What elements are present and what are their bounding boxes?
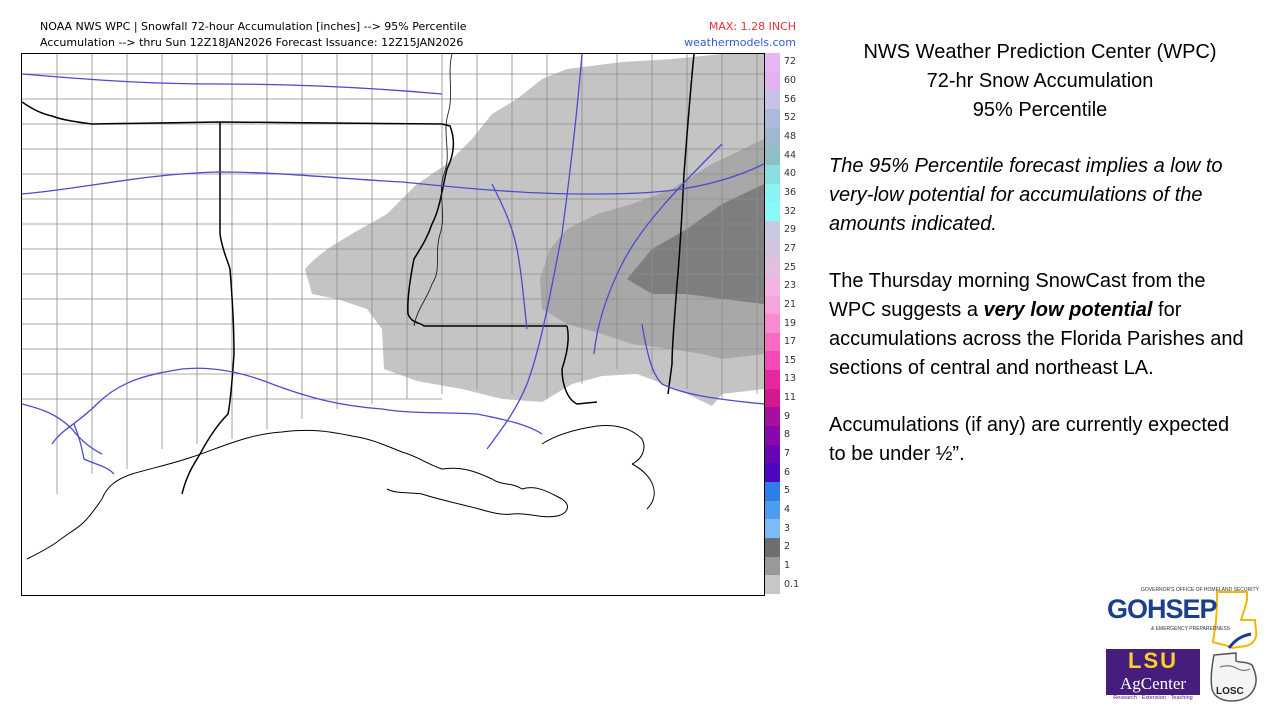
colorbar-label: 2 xyxy=(784,541,791,553)
agcenter-tagline: Research · Extension · Teaching xyxy=(1113,695,1193,701)
colorbar-legend: 72 60 56 52 48 44 40 36 32 29 27 25 23 21 19 17 15 13 11 9 8… xyxy=(765,53,801,595)
snowcast-emphasis: very low potential xyxy=(983,299,1153,321)
map-title-line2: Accumulation --> thru Sun 12Z18JAN2026 F… xyxy=(40,36,464,49)
rivers xyxy=(413,54,453,327)
snowcast-text-a: The Thursday morning SnowCast from the W… xyxy=(829,270,1206,321)
colorbar-label: 4 xyxy=(784,504,791,516)
interstate-highways xyxy=(22,54,764,475)
colorbar-label: 60 xyxy=(784,74,797,86)
colorbar-label: 3 xyxy=(784,522,791,534)
colorbar-label: 7 xyxy=(784,448,791,460)
gohsep-wordmark: GOHSEP xyxy=(1107,594,1218,624)
colorbar-swatch xyxy=(765,183,780,203)
colorbar-swatch xyxy=(765,239,780,259)
colorbar-label: 21 xyxy=(784,298,797,310)
colorbar-swatch xyxy=(765,575,780,595)
colorbar-swatch xyxy=(765,444,780,464)
colorbar-label: 19 xyxy=(784,317,797,329)
colorbar-label: 6 xyxy=(784,466,791,478)
louisiana-outline-icon xyxy=(1211,591,1258,650)
lsu-agcenter-logo: LSU AgCenter Research · Extension · Teac… xyxy=(1106,649,1201,703)
losc-emblem-icon xyxy=(1210,652,1257,702)
accumulation-note: Accumulations (if any) are currently exp… xyxy=(829,414,1230,465)
map-title-line1: NOAA NWS WPC | Snowfall 72-hour Accumula… xyxy=(40,20,467,33)
gohsep-logo: GOVERNOR'S OFFICE OF HOMELAND SECURITY G… xyxy=(1105,586,1263,652)
colorbar-swatch xyxy=(765,463,780,483)
panel-title: NWS Weather Prediction Center (WPC) 72-h… xyxy=(830,38,1250,125)
colorbar-label: 36 xyxy=(784,186,797,198)
colorbar-swatch xyxy=(765,351,780,371)
colorbar-swatch xyxy=(765,276,780,296)
colorbar-label: 27 xyxy=(784,242,797,254)
colorbar-label: 23 xyxy=(784,280,797,292)
colorbar-label: 56 xyxy=(784,93,797,105)
snowfall-shading xyxy=(305,54,764,406)
colorbar-swatch xyxy=(765,202,780,222)
colorbar-swatch xyxy=(765,482,780,502)
lsu-wordmark: LSU xyxy=(1106,649,1200,673)
colorbar-label: 0.1 xyxy=(784,578,800,590)
colorbar-swatch xyxy=(765,519,780,539)
percentile-explanation: The 95% Percentile forecast implies a lo… xyxy=(829,155,1223,235)
colorbar-label: 52 xyxy=(784,112,797,124)
colorbar-swatch xyxy=(765,53,780,73)
colorbar-label: 15 xyxy=(784,354,797,366)
colorbar-label: 5 xyxy=(784,485,791,497)
colorbar-label: 8 xyxy=(784,429,791,441)
colorbar-swatch xyxy=(765,500,780,520)
colorbar-label: 29 xyxy=(784,224,797,236)
colorbar-swatch xyxy=(765,258,780,278)
colorbar-swatch xyxy=(765,407,780,427)
panel-title-line3: 95% Percentile xyxy=(972,99,1108,121)
colorbar-swatch xyxy=(765,127,780,147)
colorbar-swatch xyxy=(765,388,780,408)
max-value-label: MAX: 1.28 INCH xyxy=(708,20,796,33)
losc-logo: LOSC xyxy=(1206,647,1262,705)
gohsep-sub-text: & EMERGENCY PREPAREDNESS xyxy=(1151,626,1231,632)
colorbar-swatch xyxy=(765,314,780,334)
colorbar-swatch xyxy=(765,538,780,558)
source-site-label: weathermodels.com xyxy=(684,36,796,49)
gohsep-top-text: GOVERNOR'S OFFICE OF HOMELAND SECURITY xyxy=(1141,587,1259,593)
colorbar-swatch xyxy=(765,295,780,315)
colorbar-label: 25 xyxy=(784,261,797,273)
colorbar-swatch xyxy=(765,164,780,185)
colorbar-label: 44 xyxy=(784,149,797,161)
snowfall-map xyxy=(21,53,765,596)
colorbar-swatch xyxy=(765,146,780,166)
colorbar-label: 40 xyxy=(784,168,797,180)
map-header: NOAA NWS WPC | Snowfall 72-hour Accumula… xyxy=(40,20,800,54)
colorbar-swatch xyxy=(765,370,780,390)
colorbar-label: 32 xyxy=(784,205,797,217)
colorbar-label: 9 xyxy=(784,410,791,422)
colorbar-label: 13 xyxy=(784,373,797,385)
panel-title-line2: 72-hr Snow Accumulation xyxy=(926,70,1154,92)
colorbar-label: 11 xyxy=(784,392,797,404)
losc-wordmark: LOSC xyxy=(1216,686,1244,697)
colorbar-swatch xyxy=(765,332,780,352)
colorbar-swatch xyxy=(765,108,780,129)
snowcast-summary: The Thursday morning SnowCast from the W… xyxy=(829,267,1249,383)
colorbar-swatch xyxy=(765,71,780,91)
colorbar-swatch xyxy=(765,90,780,110)
snowcast-text-b: for accumulations across the Florida Par… xyxy=(829,299,1244,379)
panel-title-line1: NWS Weather Prediction Center (WPC) xyxy=(863,41,1217,63)
colorbar-label: 17 xyxy=(784,336,797,348)
colorbar-label: 72 xyxy=(784,56,797,68)
colorbar-swatch xyxy=(765,556,780,576)
colorbar-label: 1 xyxy=(784,560,791,572)
map-svg xyxy=(22,54,764,560)
agcenter-wordmark: AgCenter xyxy=(1106,673,1200,695)
colorbar-label: 48 xyxy=(784,130,797,142)
coastline xyxy=(26,425,655,560)
colorbar-swatch xyxy=(765,220,780,241)
colorbar-swatch xyxy=(765,426,780,446)
